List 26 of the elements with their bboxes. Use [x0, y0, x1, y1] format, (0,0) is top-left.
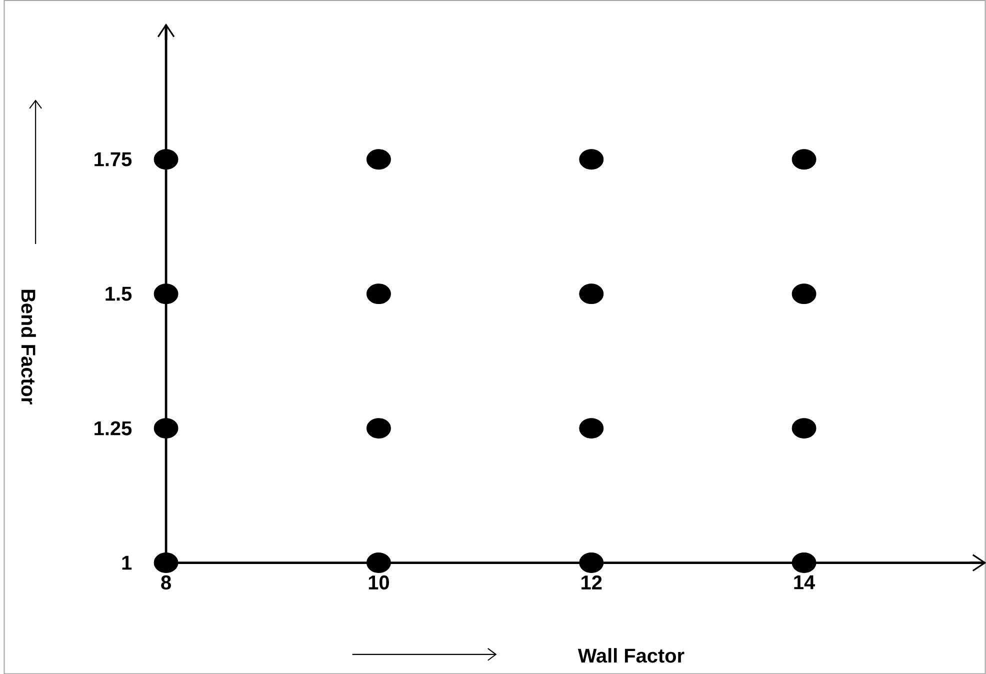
- y-tick-label: 1.5: [106, 286, 132, 301]
- point: [366, 283, 391, 304]
- point: [792, 418, 816, 438]
- point: [579, 552, 604, 573]
- x-tick-label: 8: [161, 575, 171, 590]
- x-tick-label: 10: [368, 575, 389, 590]
- x-axis-title: Wall Factor: [578, 648, 684, 663]
- y-tick-label: 1.25: [94, 421, 132, 436]
- point: [154, 552, 178, 573]
- point: [579, 418, 604, 438]
- point: [366, 418, 391, 438]
- point: [792, 148, 816, 170]
- x-tick-label: 12: [582, 575, 602, 590]
- point: [366, 148, 391, 170]
- x-tick-label: 14: [794, 575, 816, 589]
- point: [154, 148, 178, 170]
- point: [579, 283, 604, 304]
- point: [792, 283, 816, 304]
- point: [154, 418, 178, 438]
- point: [579, 148, 604, 170]
- point: [154, 283, 178, 304]
- y-tick-label: 1: [122, 556, 132, 570]
- y-axis-title: Bend Factor: [21, 290, 36, 404]
- point: [366, 552, 391, 573]
- y-tick-label: 1.75: [94, 152, 132, 166]
- point: [792, 552, 816, 573]
